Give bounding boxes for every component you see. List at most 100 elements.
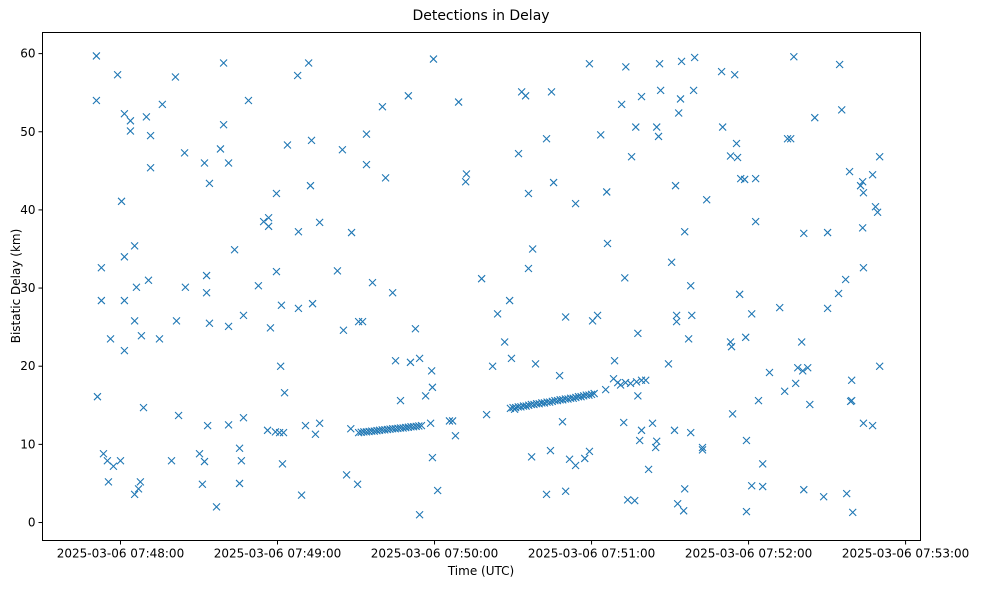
data-point-marker <box>120 296 129 305</box>
data-point-marker <box>631 123 640 131</box>
data-point-marker <box>427 367 436 375</box>
data-point-marker <box>342 470 351 479</box>
data-point-marker <box>338 145 347 154</box>
data-point-marker <box>404 91 413 100</box>
data-point-marker <box>858 177 867 186</box>
data-point-marker <box>283 141 292 149</box>
data-point-marker <box>120 346 129 355</box>
data-point-marker <box>396 396 405 405</box>
data-point-marker <box>868 170 877 179</box>
data-point-marker <box>571 199 580 208</box>
data-point-marker <box>500 338 509 346</box>
data-point-marker <box>601 385 610 394</box>
chart-title: Detections in Delay <box>412 8 550 24</box>
data-point-marker <box>655 59 664 68</box>
data-point-marker <box>493 309 502 318</box>
data-point-marker <box>104 477 113 486</box>
data-point-marker <box>637 426 646 435</box>
data-point-marker <box>428 453 437 462</box>
data-point-marker <box>690 53 699 62</box>
data-point-marker <box>462 170 471 178</box>
data-point-marker <box>202 288 211 297</box>
data-point-marker <box>304 59 313 67</box>
data-point-marker <box>294 304 303 313</box>
data-point-marker <box>542 490 551 499</box>
data-point-marker <box>823 228 832 237</box>
data-point-marker <box>846 397 855 406</box>
data-point-marker <box>687 311 696 320</box>
y-tick-label: 20 <box>20 359 35 373</box>
data-point-marker <box>619 418 628 427</box>
data-point-marker <box>99 449 108 458</box>
y-tick-label: 0 <box>28 516 36 530</box>
data-point-marker <box>445 417 454 425</box>
data-point-marker <box>656 86 665 95</box>
data-point-marker <box>279 428 288 437</box>
data-point-marker <box>433 486 442 495</box>
data-point-marker <box>92 96 101 105</box>
data-point-marker <box>686 281 695 290</box>
data-point-marker <box>388 288 397 297</box>
data-point-marker <box>730 70 739 79</box>
data-point-marker <box>569 394 578 403</box>
y-tick-label: 60 <box>20 47 35 61</box>
data-point-marker <box>783 134 792 143</box>
data-point-marker <box>603 239 612 248</box>
data-point-marker <box>545 398 554 407</box>
y-tick-label: 30 <box>20 281 35 295</box>
data-point-marker <box>421 392 430 400</box>
data-point-marker <box>235 444 244 453</box>
data-point-marker <box>239 311 248 320</box>
data-point-marker <box>174 411 183 420</box>
data-point-marker <box>747 481 756 490</box>
data-point-marker <box>742 507 751 516</box>
data-point-marker <box>680 485 689 493</box>
data-point-marker <box>837 105 846 114</box>
data-point-marker <box>181 283 190 292</box>
data-point-marker <box>276 362 285 371</box>
data-point-marker <box>120 252 129 261</box>
data-point-marker <box>848 508 857 517</box>
data-point-marker <box>732 139 741 148</box>
x-tick-label: 2025-03-06 07:51:00 <box>528 547 655 561</box>
axes: 2025-03-06 07:48:00 2025-03-06 07:49:00 20… <box>20 47 969 561</box>
data-point-marker <box>448 417 457 425</box>
data-point-marker <box>670 426 679 435</box>
data-point-marker <box>641 376 650 385</box>
data-point-marker <box>406 358 415 367</box>
data-point-marker <box>798 367 807 375</box>
data-point-marker <box>391 356 400 365</box>
data-point-marker <box>203 421 212 430</box>
data-point-marker <box>272 267 281 276</box>
data-point-marker <box>144 276 153 285</box>
data-point-marker <box>859 419 868 428</box>
data-point-marker <box>856 181 865 190</box>
data-point-marker <box>224 322 233 331</box>
data-point-marker <box>633 392 642 400</box>
data-point-marker <box>617 100 626 109</box>
data-point-marker <box>672 311 681 320</box>
data-point-marker <box>477 274 486 283</box>
data-point-marker <box>237 456 246 465</box>
data-point-marker <box>278 460 287 468</box>
data-point-marker <box>139 403 148 412</box>
data-point-marker <box>875 152 884 161</box>
data-point-marker <box>789 52 798 61</box>
data-point-marker <box>219 59 228 67</box>
data-point-marker <box>134 485 143 493</box>
data-point-marker <box>758 482 767 491</box>
data-point-marker <box>415 510 424 519</box>
data-point-marker <box>810 113 819 122</box>
data-point-marker <box>266 324 275 332</box>
data-point-marker <box>120 109 129 118</box>
data-point-marker <box>522 402 531 410</box>
data-point-marker <box>610 356 619 365</box>
data-point-marker <box>775 303 784 312</box>
data-point-marker <box>264 222 273 231</box>
data-point-marker <box>679 506 688 515</box>
data-point-marker <box>488 362 497 371</box>
data-point-marker <box>626 379 635 388</box>
data-point-marker <box>799 229 808 238</box>
data-point-marker <box>717 67 726 76</box>
